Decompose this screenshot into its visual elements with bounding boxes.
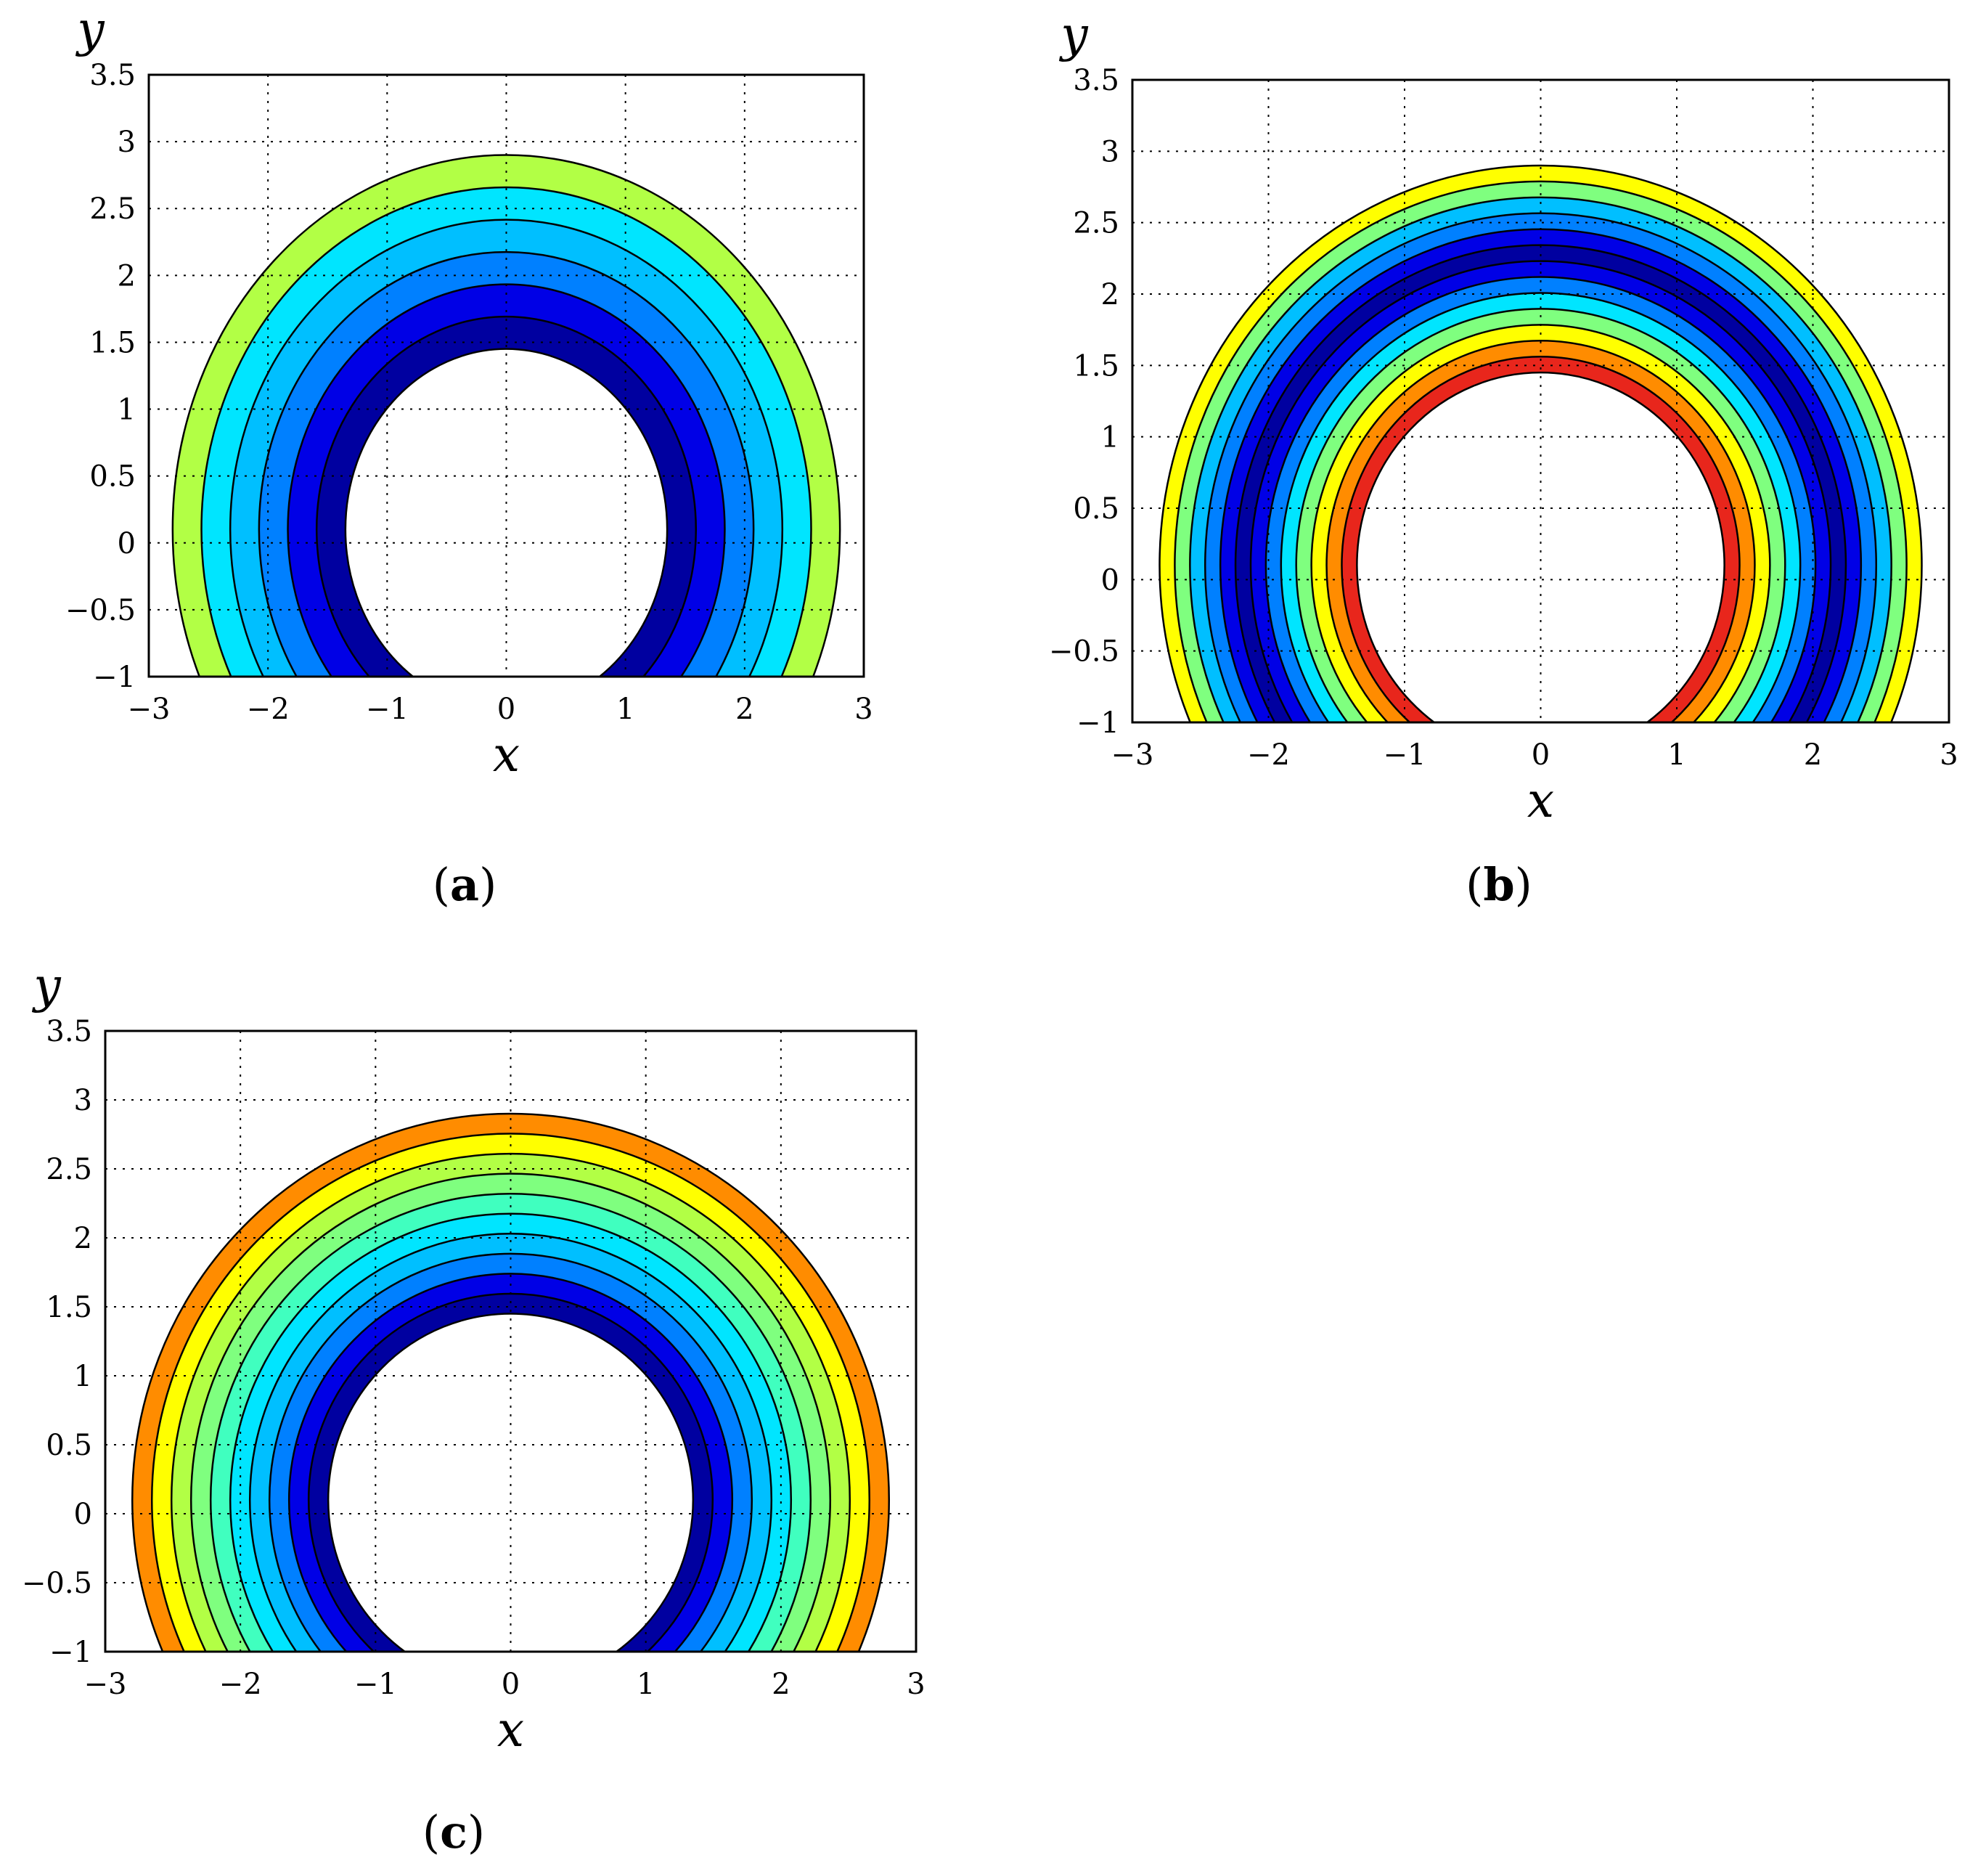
x-tick-label: 1	[1667, 738, 1685, 772]
y-axis-label: y	[75, 1, 105, 57]
x-tick-label: −2	[1247, 738, 1290, 772]
y-axis-label: y	[31, 958, 61, 1014]
y-tick-label: −0.5	[22, 1567, 92, 1600]
y-tick-label: 0	[118, 527, 136, 560]
x-tick-label: −1	[366, 693, 409, 726]
y-tick-label: 3	[1101, 135, 1119, 168]
x-tick-label: 3	[1940, 738, 1958, 772]
y-tick-label: 0.5	[89, 460, 136, 494]
x-tick-label: 0	[497, 693, 515, 726]
y-tick-label: 1	[1101, 421, 1119, 454]
y-tick-label: 0	[74, 1498, 92, 1531]
y-tick-label: −0.5	[1049, 635, 1119, 669]
y-tick-label: 1	[118, 393, 136, 427]
x-tick-label: 2	[1804, 738, 1822, 772]
y-tick-label: 1	[74, 1360, 92, 1393]
grid	[149, 75, 864, 677]
panel-b: −3 −2 −1 0 1 2 3 −1 −0.5 0 0.5 1 1.5 2 2.5 3 3.5 x y (b)	[1049, 7, 1958, 911]
x-axis-label: x	[497, 1702, 524, 1758]
plot-frame	[147, 73, 865, 678]
y-tick-label: 1.5	[46, 1291, 92, 1324]
x-tick-label: 1	[616, 693, 634, 726]
y-tick-label: 0	[1101, 563, 1119, 597]
y-tick-label: 2.5	[89, 192, 136, 226]
y-axis-label: y	[1058, 7, 1088, 62]
y-tick-label: 2	[118, 259, 136, 293]
y-tick-label: 2	[74, 1222, 92, 1255]
y-tick-label: 1.5	[1073, 349, 1119, 383]
inner-hole	[1356, 371, 1725, 722]
grid	[1132, 80, 1949, 722]
panel-c: −3 −2 −1 0 1 2 3 −1 −0.5 0 0.5 1 1.5 2 2.5 3 3.5 x y (c)	[22, 958, 925, 1859]
x-tick-label: −3	[128, 693, 171, 726]
panel-caption: (c)	[422, 1806, 485, 1859]
x-tick-label: 1	[637, 1668, 655, 1701]
y-tick-label: 0.5	[46, 1429, 92, 1462]
y-tick-label: −1	[93, 661, 136, 694]
x-axis-label: x	[493, 727, 520, 783]
x-axis-label: x	[1527, 772, 1554, 828]
x-tick-label: −3	[84, 1668, 127, 1701]
x-tick-label: −1	[354, 1668, 397, 1701]
y-tick-label: 3.5	[89, 59, 136, 92]
x-tick-label: −2	[219, 1668, 262, 1701]
plot-frame	[1131, 78, 1950, 724]
inner-hole	[344, 348, 669, 677]
contour-area	[171, 154, 841, 677]
plot-frame	[104, 1029, 918, 1653]
x-tick-label: 0	[502, 1668, 520, 1701]
y-tick-label: 1.5	[89, 326, 136, 359]
y-tick-label: 3.5	[46, 1015, 92, 1048]
y-tick-label: 2.5	[46, 1153, 92, 1186]
y-tick-label: 2.5	[1073, 207, 1119, 240]
y-tick-label: −1	[49, 1636, 92, 1669]
inner-hole	[327, 1313, 694, 1652]
y-tick-label: −0.5	[65, 594, 136, 627]
x-tick-label: −1	[1384, 738, 1426, 772]
panel-caption: (b)	[1466, 858, 1532, 911]
y-tick-label: 0.5	[1073, 492, 1119, 526]
x-tick-label: 3	[854, 693, 873, 726]
contour-area	[131, 1112, 890, 1652]
x-tick-label: −2	[247, 693, 290, 726]
x-tick-label: 0	[1532, 738, 1550, 772]
y-tick-label: 2	[1101, 278, 1119, 311]
panel-a: −3 −2 −1 0 1 2 3 −1 −0.5 0 0.5 1 1.5 2 2.5 3 3.5 x y (a)	[65, 1, 873, 911]
x-tick-label: 2	[735, 693, 753, 726]
x-tick-label: 3	[907, 1668, 925, 1701]
y-tick-label: 3	[74, 1084, 92, 1117]
y-tick-label: 3.5	[1073, 64, 1119, 97]
y-tick-label: −1	[1076, 706, 1119, 740]
panel-caption: (a)	[433, 858, 497, 911]
y-tick-label: 3	[118, 126, 136, 159]
contour-area	[1158, 164, 1923, 722]
x-tick-label: 2	[772, 1668, 790, 1701]
x-tick-label: −3	[1111, 738, 1154, 772]
